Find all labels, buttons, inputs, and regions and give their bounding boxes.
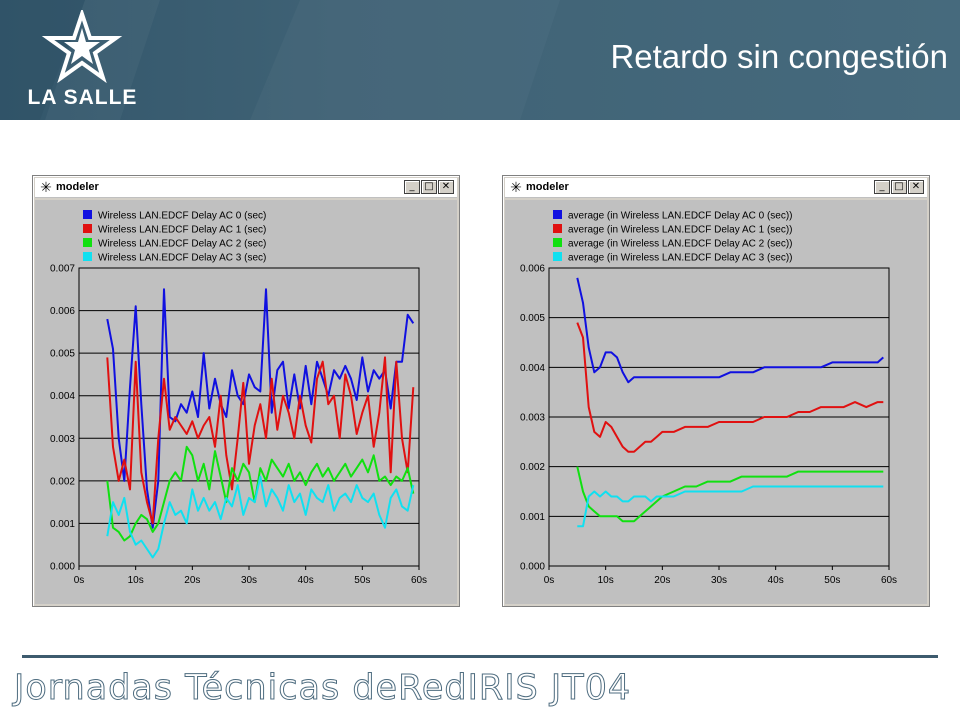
- average-delay-chart: average (in Wireless LAN.EDCF Delay AC 0…: [505, 200, 927, 604]
- legend-label: Wireless LAN.EDCF Delay AC 2 (sec): [98, 239, 266, 250]
- delay-chart: Wireless LAN.EDCF Delay AC 0 (sec) Wirele…: [35, 200, 457, 604]
- header-band-shape: [0, 0, 960, 120]
- legend-swatch: [83, 224, 92, 233]
- legend-label: Wireless LAN.EDCF Delay AC 1 (sec): [98, 225, 266, 236]
- logo-text: LA SALLE: [27, 86, 138, 109]
- x-tick-label: 20s: [184, 575, 200, 586]
- x-tick-label: 60s: [411, 575, 427, 586]
- legend-label: Wireless LAN.EDCF Delay AC 3 (sec): [98, 253, 266, 264]
- legend-label: average (in Wireless LAN.EDCF Delay AC 2…: [568, 239, 793, 250]
- y-tick-label: 0.006: [520, 264, 545, 275]
- window-title: modeler: [56, 181, 99, 193]
- y-tick-label: 0.000: [50, 562, 75, 573]
- legend-swatch: [83, 210, 92, 219]
- legend-swatch: [83, 252, 92, 261]
- plot-area: [78, 267, 420, 567]
- window-titlebar[interactable]: ✳ modeler _ □ ✕: [35, 178, 457, 198]
- maximize-button[interactable]: □: [421, 180, 437, 194]
- x-tick-label: 30s: [711, 575, 727, 586]
- series-line-ac1: [576, 322, 884, 453]
- y-tick-label: 0.004: [50, 391, 75, 402]
- y-tick-label: 0.005: [50, 349, 75, 360]
- series-line-ac0: [106, 288, 415, 529]
- star-icon: ✳: [510, 180, 522, 196]
- x-tick-label: 0s: [544, 575, 555, 586]
- legend-swatch: [83, 238, 92, 247]
- legend-label: average (in Wireless LAN.EDCF Delay AC 3…: [568, 253, 793, 264]
- y-tick-label: 0.001: [50, 519, 75, 530]
- y-tick-label: 0.006: [50, 306, 75, 317]
- legend-label: Wireless LAN.EDCF Delay AC 0 (sec): [98, 211, 266, 222]
- series-line-ac0: [576, 277, 884, 384]
- y-tick-label: 0.004: [520, 363, 545, 374]
- x-tick-label: 30s: [241, 575, 257, 586]
- y-tick-label: 0.003: [520, 413, 545, 424]
- legend-swatch: [553, 252, 562, 261]
- la-salle-logo: LA SALLE: [20, 10, 145, 110]
- x-tick-label: 50s: [824, 575, 840, 586]
- window-title: modeler: [526, 181, 569, 193]
- minimize-button[interactable]: _: [874, 180, 890, 194]
- legend-swatch: [553, 224, 562, 233]
- maximize-button[interactable]: □: [891, 180, 907, 194]
- x-tick-label: 10s: [598, 575, 614, 586]
- y-tick-label: 0.002: [50, 476, 75, 487]
- window-titlebar[interactable]: ✳ modeler _ □ ✕: [505, 178, 927, 198]
- y-tick-label: 0.007: [50, 264, 75, 275]
- minimize-button[interactable]: _: [404, 180, 420, 194]
- close-button[interactable]: ✕: [908, 180, 924, 194]
- x-tick-label: 0s: [74, 575, 85, 586]
- close-button[interactable]: ✕: [438, 180, 454, 194]
- modeler-window-delay[interactable]: ✳ modeler _ □ ✕ Wireless LAN.EDCF Delay …: [32, 175, 460, 607]
- legend-swatch: [553, 238, 562, 247]
- series-line-ac1: [106, 356, 415, 525]
- y-tick-label: 0.005: [520, 313, 545, 324]
- star-icon: ✳: [40, 180, 52, 196]
- star-logo-icon: [41, 10, 123, 84]
- y-tick-label: 0.002: [520, 462, 545, 473]
- legend-label: average (in Wireless LAN.EDCF Delay AC 0…: [568, 211, 793, 222]
- y-tick-label: 0.003: [50, 434, 75, 445]
- x-tick-label: 40s: [298, 575, 314, 586]
- x-tick-label: 10s: [128, 575, 144, 586]
- x-tick-label: 20s: [654, 575, 670, 586]
- series-line-ac3: [106, 475, 415, 559]
- modeler-window-average-delay[interactable]: ✳ modeler _ □ ✕ average (in Wireless LAN…: [502, 175, 930, 607]
- x-tick-label: 50s: [354, 575, 370, 586]
- y-tick-label: 0.000: [520, 562, 545, 573]
- series-line-ac2: [106, 445, 415, 542]
- legend-label: average (in Wireless LAN.EDCF Delay AC 1…: [568, 225, 793, 236]
- slide-title: Retardo sin congestión: [610, 38, 948, 75]
- x-tick-label: 40s: [768, 575, 784, 586]
- footer-divider: [22, 655, 938, 658]
- y-tick-label: 0.001: [520, 512, 545, 523]
- footer-text: Jornadas Técnicas deRedIRIS JT04: [13, 668, 632, 709]
- header-band: LA SALLE Retardo sin congestión: [0, 0, 960, 120]
- legend-swatch: [553, 210, 562, 219]
- series-line-ac2: [576, 466, 884, 523]
- series-line-ac3: [577, 485, 884, 528]
- x-tick-label: 60s: [881, 575, 897, 586]
